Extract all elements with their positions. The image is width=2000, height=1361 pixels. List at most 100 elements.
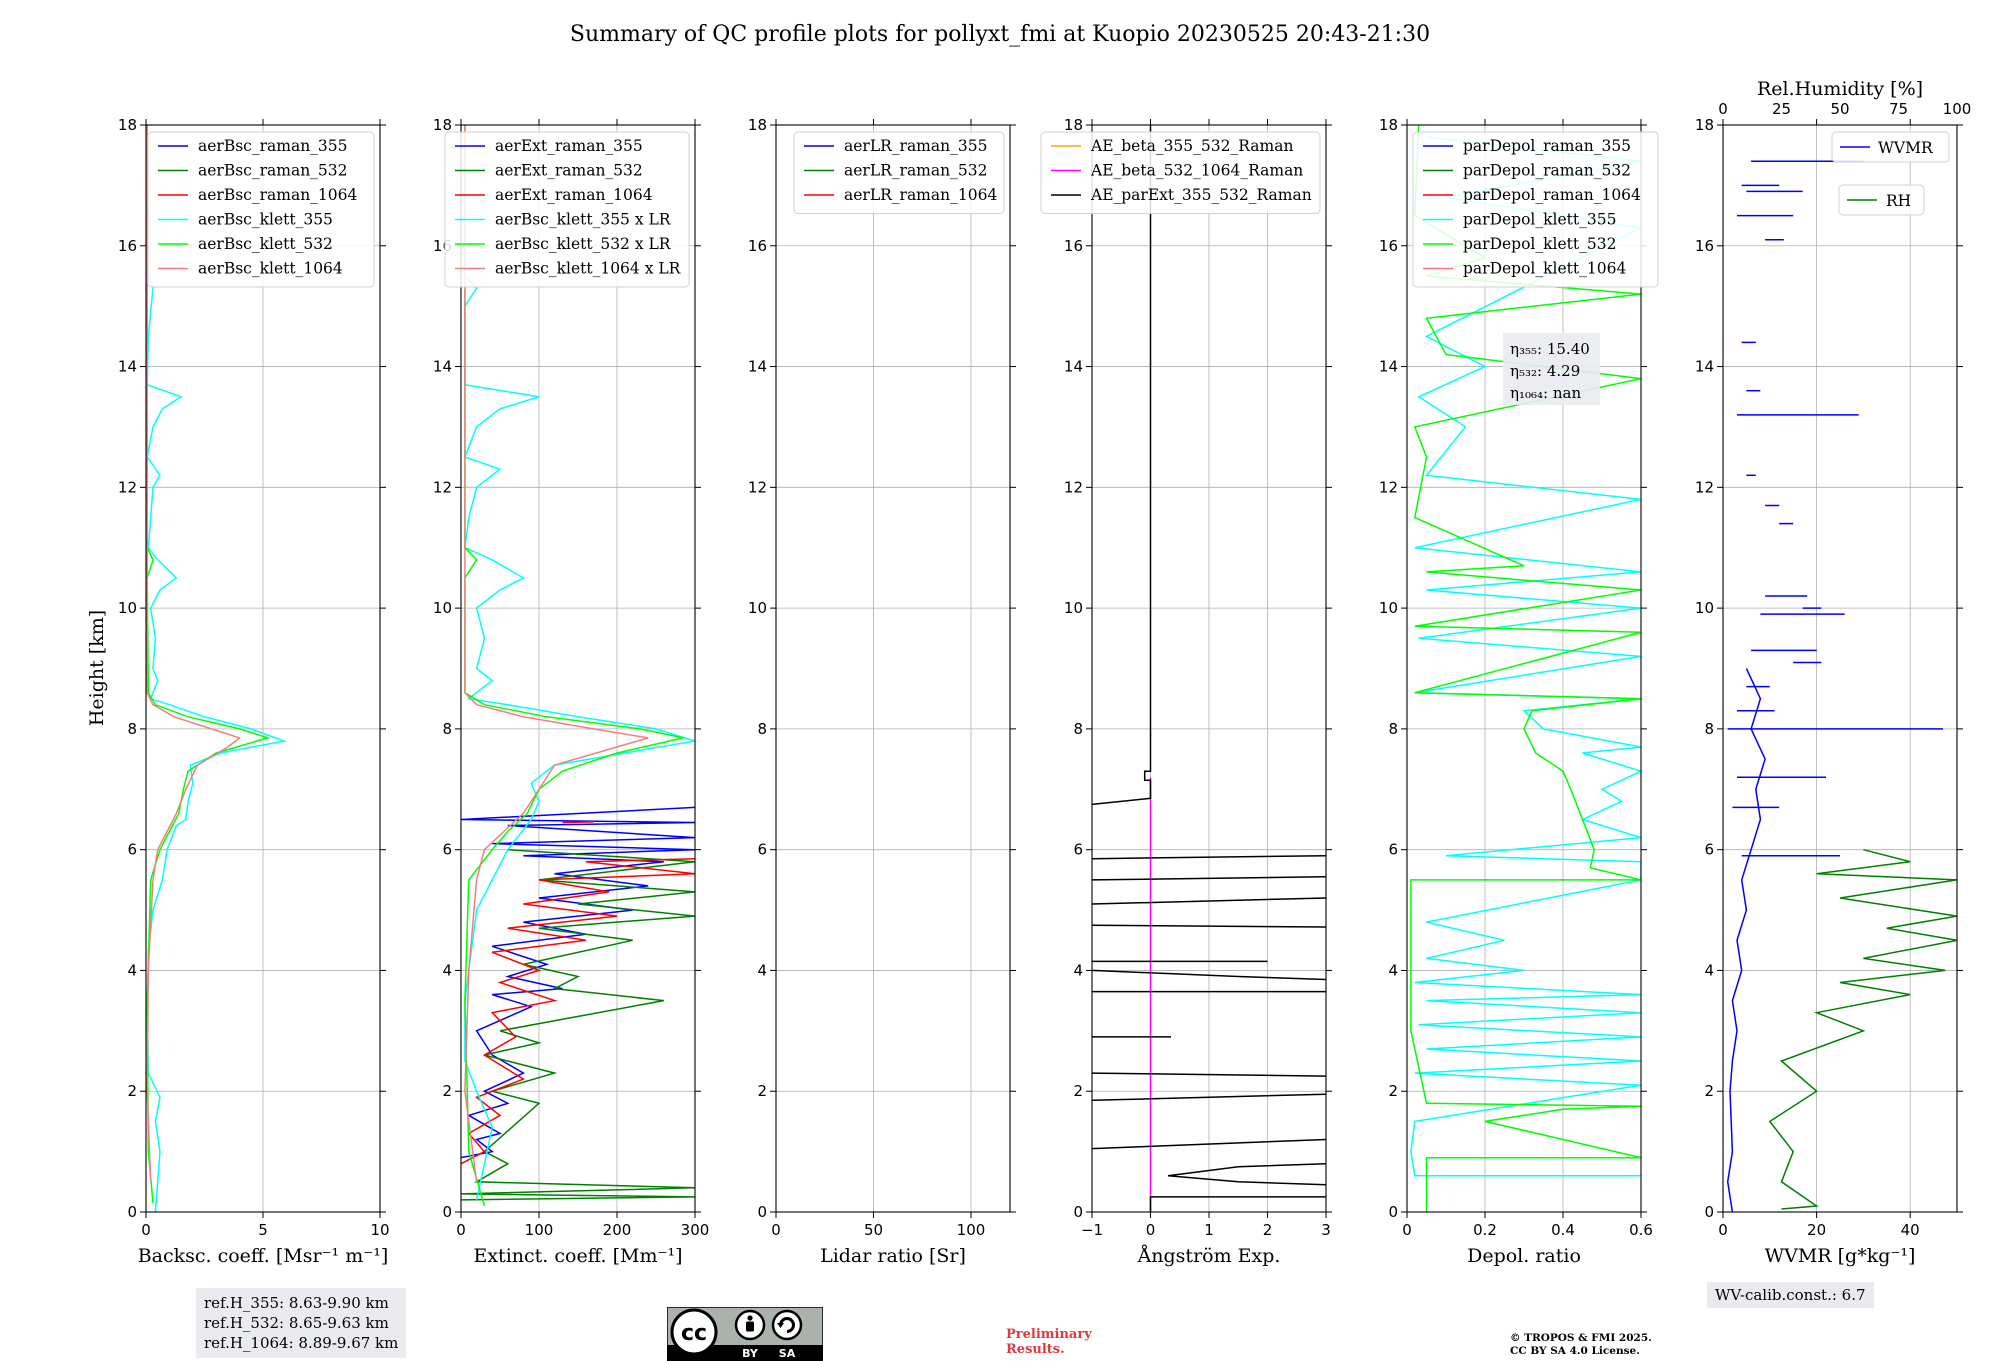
- y-tick-label: 12: [748, 478, 767, 496]
- x-tick-label: 0.2: [1473, 1221, 1497, 1239]
- copyright-note: © TROPOS & FMI 2025. CC BY SA 4.0 Licens…: [1510, 1332, 1652, 1358]
- legend-label: WVMR: [1878, 139, 1934, 157]
- y-tick-label: 6: [442, 841, 452, 859]
- preliminary-line-2: Results.: [1006, 1342, 1065, 1357]
- y-tick-label: 4: [1388, 961, 1398, 979]
- y-tick-label: 18: [1695, 116, 1714, 134]
- series-layer: [1092, 125, 1326, 1212]
- x2-tick-label: 0: [1718, 100, 1728, 118]
- series-line-aerExt_raman_1064: [562, 821, 594, 824]
- legend-label: parDepol_klett_1064: [1463, 260, 1626, 278]
- axes-frame: [775, 124, 1011, 1213]
- preliminary-line-1: Preliminary: [1006, 1327, 1092, 1342]
- legend-label: parDepol_klett_532: [1463, 235, 1616, 253]
- x-axis-label: WVMR [g*kg⁻¹]: [1765, 1245, 1916, 1267]
- series-line-aerBsc_klett_1064 x LR: [464, 125, 649, 1182]
- x-tick-label: 100: [525, 1221, 554, 1239]
- preliminary-note: Preliminary Results.: [1006, 1327, 1092, 1357]
- legend-label: AE_parExt_355_532_Raman: [1090, 186, 1312, 204]
- series-line-aerBsc_klett_355 x LR: [463, 125, 695, 1201]
- series-line-AE_parExt_355_532_Raman: [1149, 1196, 1326, 1212]
- x-axis-label: Backsc. coeff. [Msr⁻¹ m⁻¹]: [138, 1245, 389, 1267]
- share-alike-icon: [771, 1309, 803, 1341]
- x-tick-label: 0.6: [1629, 1221, 1653, 1239]
- y-tick-label: 12: [433, 478, 452, 496]
- x-tick-label: 300: [681, 1221, 710, 1239]
- x-tick-label: 0: [771, 1221, 781, 1239]
- cc-license-badge: cc BY SA: [667, 1307, 823, 1361]
- y-tick-label: 10: [1064, 599, 1083, 617]
- x-tick-label: 40: [1901, 1221, 1920, 1239]
- legend-box: [1412, 131, 1659, 288]
- legend-label: aerBsc_klett_532 x LR: [495, 235, 672, 253]
- x-tick-label: 0: [1146, 1221, 1156, 1239]
- y-tick-label: 4: [127, 961, 137, 979]
- wv-calib-constant: WV-calib.const.: 6.7: [1707, 1282, 1874, 1308]
- legend-label: aerExt_raman_355: [495, 137, 643, 155]
- x-axis-label: Extinct. coeff. [Mm⁻¹]: [473, 1245, 682, 1267]
- by-label: BY: [742, 1347, 759, 1360]
- y-tick-label: 6: [127, 841, 137, 859]
- legend-label: aerExt_raman_1064: [495, 186, 653, 204]
- y-tick-label: 16: [1379, 237, 1398, 255]
- y-tick-label: 12: [118, 478, 137, 496]
- panel-1: 0 5 10 0 2 4 6 8 10 12 14 16 18 Backsc. coeff. [Msr⁻¹…: [118, 116, 390, 1267]
- y-tick-label: 14: [1379, 358, 1398, 376]
- y-tick-label: 16: [1064, 237, 1083, 255]
- legend-label: aerBsc_klett_1064 x LR: [495, 260, 682, 278]
- y-tick-label: 10: [1695, 599, 1714, 617]
- legend-label: aerExt_raman_532: [495, 162, 643, 180]
- legend-label: parDepol_raman_1064: [1463, 186, 1641, 204]
- y-tick-label: 18: [748, 116, 767, 134]
- series-line-AE_parExt_355_532_Raman: [1092, 854, 1326, 860]
- legend-label: AE_beta_532_1064_Raman: [1090, 162, 1303, 180]
- series-line-AE_parExt_355_532_Raman: [1092, 1093, 1326, 1102]
- y-tick-label: 14: [118, 358, 137, 376]
- reference-height-box: ref.H_355: 8.63-9.90 km ref.H_532: 8.65-…: [196, 1288, 407, 1358]
- x-tick-label: 100: [957, 1221, 986, 1239]
- x-tick-label: 2: [1263, 1221, 1273, 1239]
- y-tick-label: 10: [1379, 599, 1398, 617]
- legend-box: [147, 131, 375, 288]
- series-line-aerBsc_klett_355: [146, 125, 287, 1212]
- eta-annotation-box: [1503, 333, 1600, 405]
- y-tick-label: 6: [757, 841, 767, 859]
- legend-label: aerBsc_raman_1064: [198, 186, 358, 204]
- x-tick-label: 1: [1204, 1221, 1214, 1239]
- legend-label: aerBsc_raman_532: [198, 162, 348, 180]
- y-tick-label: 4: [1704, 961, 1714, 979]
- series-line-aerExt_raman_1064: [461, 857, 695, 1165]
- series-line-AE_parExt_355_532_Raman: [1092, 1138, 1326, 1150]
- legend-label: RH: [1886, 192, 1911, 210]
- series-layer: [1726, 160, 1957, 1212]
- legend-label: parDepol_raman_355: [1463, 137, 1631, 155]
- x-tick-label: 3: [1321, 1221, 1331, 1239]
- series-line-AE_parExt_355_532_Raman: [1092, 125, 1152, 806]
- y-tick-label: 10: [433, 599, 452, 617]
- x-tick-label: 20: [1807, 1221, 1826, 1239]
- y-tick-label: 4: [442, 961, 452, 979]
- y-tick-label: 0: [1704, 1203, 1714, 1221]
- series-line-aerExt_raman_532: [461, 848, 695, 1201]
- x-tick-label: 0: [456, 1221, 466, 1239]
- x-tick-label: 0: [1402, 1221, 1412, 1239]
- legend-label: aerBsc_klett_355 x LR: [495, 211, 672, 229]
- legend-label: parDepol_raman_532: [1463, 162, 1631, 180]
- y-tick-label: 4: [757, 961, 767, 979]
- x2-tick-label: 50: [1830, 100, 1849, 118]
- legend-label: aerBsc_klett_1064: [198, 260, 343, 278]
- x-tick-label: 200: [603, 1221, 632, 1239]
- y-tick-label: 16: [748, 237, 767, 255]
- legend-label: aerLR_raman_1064: [844, 186, 997, 204]
- legend-label: aerLR_raman_532: [844, 162, 987, 180]
- y-tick-label: 8: [127, 720, 137, 738]
- series-line-AE_parExt_355_532_Raman: [1092, 969, 1326, 981]
- x-tick-label: 5: [258, 1221, 268, 1239]
- x-axis-label: Depol. ratio: [1467, 1245, 1581, 1267]
- y-tick-label: 0: [1388, 1203, 1398, 1221]
- x-tick-label: 0: [141, 1221, 151, 1239]
- eta-annotation-line: η₁₀₆₄: nan: [1510, 384, 1581, 402]
- series-line-WVMR: [1726, 668, 1766, 1212]
- y-tick-label: 0: [127, 1203, 137, 1221]
